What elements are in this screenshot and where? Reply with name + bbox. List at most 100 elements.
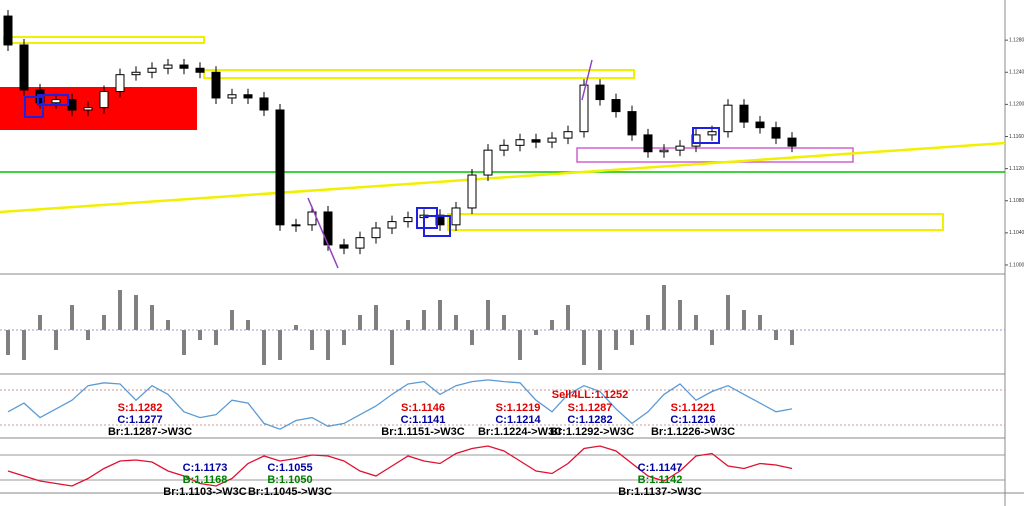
histogram-bar bbox=[630, 330, 634, 345]
annotation: C:1.1282 bbox=[567, 414, 612, 426]
yellow-box bbox=[447, 213, 944, 231]
annotation: Br:1.1151->W3C bbox=[381, 426, 465, 438]
candle-body bbox=[83, 107, 93, 111]
candle-body bbox=[291, 224, 301, 227]
histogram-bar bbox=[774, 330, 778, 340]
histogram-bar bbox=[518, 330, 522, 360]
candle-body bbox=[643, 134, 653, 153]
annotation: B:1.1168 bbox=[183, 474, 228, 486]
blue-box bbox=[423, 215, 451, 237]
histogram-bar bbox=[102, 315, 106, 330]
histogram-bar bbox=[694, 315, 698, 330]
annotation: C:1.1147 bbox=[638, 462, 683, 474]
candle-body bbox=[547, 137, 557, 143]
zigzag bbox=[581, 59, 593, 101]
histogram-bar bbox=[54, 330, 58, 350]
candle-body bbox=[403, 217, 413, 223]
histogram-bar bbox=[246, 320, 250, 330]
candle-body bbox=[195, 67, 205, 73]
annotation: B:1.1142 bbox=[638, 474, 683, 486]
histogram-bar bbox=[454, 315, 458, 330]
candle-body bbox=[739, 104, 749, 123]
candle-body bbox=[51, 99, 61, 104]
trend-line bbox=[0, 141, 1006, 214]
candle-body bbox=[227, 94, 237, 99]
candle-body bbox=[771, 127, 781, 139]
candle-body bbox=[371, 227, 381, 239]
blue-box bbox=[24, 96, 44, 118]
histogram-bar bbox=[278, 330, 282, 360]
candle-body bbox=[99, 91, 109, 109]
histogram-bar bbox=[134, 295, 138, 330]
y-tick-label: 1.11200 bbox=[1009, 166, 1024, 172]
blue-box bbox=[37, 94, 69, 106]
annotations: S:1.1282 C:1.1277 Br:1.1287->W3C S:1.114… bbox=[108, 389, 735, 498]
candle-body bbox=[179, 64, 189, 69]
annotation: Sell4LL:1.1252 bbox=[552, 389, 628, 401]
histogram-bar bbox=[118, 290, 122, 330]
annotation: Br:1.1137->W3C bbox=[618, 486, 702, 498]
histogram-bar bbox=[6, 330, 10, 355]
annotation: S:1.1146 bbox=[401, 402, 445, 414]
histogram-bar bbox=[342, 330, 346, 345]
y-tick-label: 1.12000 bbox=[1009, 102, 1024, 108]
candle-body bbox=[67, 99, 77, 111]
histogram-bar bbox=[486, 300, 490, 330]
candle-body bbox=[387, 221, 397, 229]
histogram-bar bbox=[214, 330, 218, 345]
histogram-bar bbox=[646, 315, 650, 330]
candle-body bbox=[131, 71, 141, 76]
candle-body bbox=[755, 121, 765, 129]
candle-body bbox=[483, 149, 493, 176]
zigzag bbox=[307, 197, 339, 269]
candle-body bbox=[339, 244, 349, 249]
annotation: C:1.1141 bbox=[401, 414, 446, 426]
candle-body bbox=[19, 44, 29, 91]
candle-body bbox=[579, 84, 589, 133]
histogram-bar bbox=[678, 300, 682, 330]
candle-body bbox=[115, 74, 125, 93]
annotation: S:1.1282 bbox=[118, 402, 163, 414]
annotation: Br:1.1292->W3C bbox=[550, 426, 634, 438]
blue-box bbox=[416, 207, 438, 229]
histogram-bar bbox=[70, 305, 74, 330]
histogram-bar bbox=[422, 310, 426, 330]
candle-body bbox=[595, 84, 605, 101]
histogram-bar bbox=[294, 325, 298, 330]
candle-body bbox=[355, 237, 365, 249]
candle-body bbox=[211, 71, 221, 99]
y-tick-label: 1.10000 bbox=[1009, 262, 1024, 268]
blue-box bbox=[692, 127, 720, 144]
annotation: Br:1.1287->W3C bbox=[108, 426, 192, 438]
candle-body bbox=[243, 94, 253, 99]
histogram-bar bbox=[758, 315, 762, 330]
candle-body bbox=[675, 145, 685, 151]
annotation: S:1.1219 bbox=[496, 402, 541, 414]
histogram-bar bbox=[374, 305, 378, 330]
histogram-bar bbox=[22, 330, 26, 360]
candle-body bbox=[627, 111, 637, 136]
histogram-bar bbox=[566, 305, 570, 330]
histogram-bar bbox=[182, 330, 186, 355]
candle-body bbox=[451, 207, 461, 226]
annotation: C:1.1277 bbox=[117, 414, 162, 426]
histogram-bar bbox=[262, 330, 266, 365]
histogram-bar bbox=[502, 315, 506, 330]
candles bbox=[3, 10, 797, 255]
candle-body bbox=[499, 144, 509, 151]
histogram-bar bbox=[438, 300, 442, 330]
histogram-bar bbox=[150, 305, 154, 330]
histogram-bar bbox=[230, 310, 234, 330]
annotation: B:1.1050 bbox=[267, 474, 312, 486]
histogram-bar bbox=[326, 330, 330, 360]
y-tick-label: 1.12800 bbox=[1009, 37, 1024, 43]
histogram-bar bbox=[790, 330, 794, 345]
histogram-bar bbox=[198, 330, 202, 340]
candle-body bbox=[147, 67, 157, 73]
candle-body bbox=[3, 15, 13, 46]
histogram-bar bbox=[166, 320, 170, 330]
annotation: Br:1.1226->W3C bbox=[651, 426, 735, 438]
histogram-bar bbox=[662, 285, 666, 330]
